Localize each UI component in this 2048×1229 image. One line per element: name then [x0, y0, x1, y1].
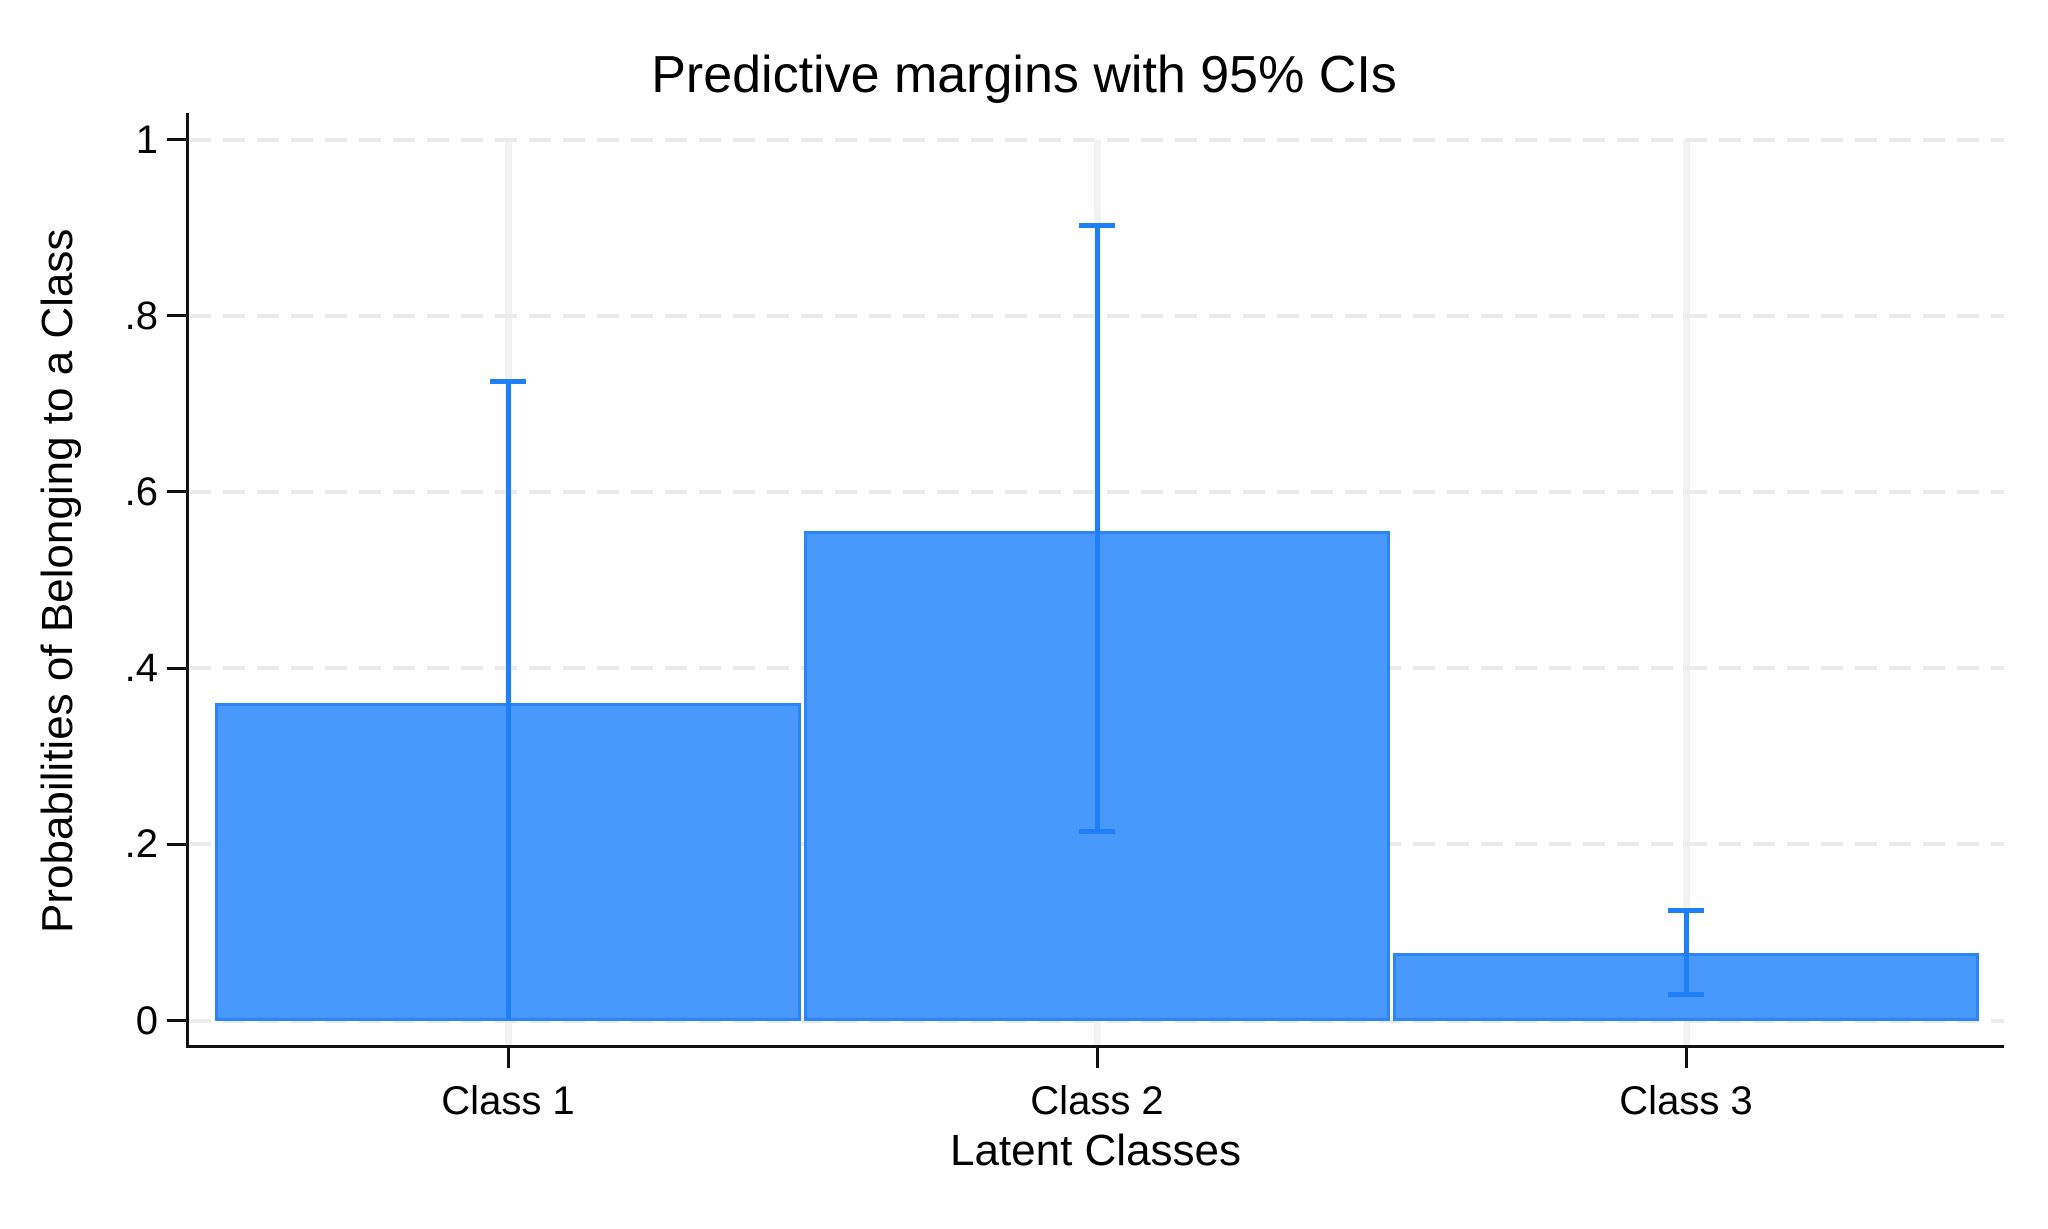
y-tick [167, 314, 186, 318]
x-axis-title: Latent Classes [949, 1126, 1242, 1175]
horizontal-gridline [189, 137, 2004, 142]
x-tick-label: Class 2 [1030, 1079, 1164, 1123]
y-tick [167, 138, 186, 141]
y-tick-label: .6 [124, 469, 158, 514]
x-tick [1095, 1048, 1099, 1068]
ci-lower-cap-3 [1668, 991, 1704, 997]
x-tick [506, 1048, 510, 1068]
chart-title: Predictive margins with 95% CIs [651, 46, 1397, 104]
y-tick [167, 490, 186, 494]
y-axis-line [186, 113, 189, 1048]
y-tick-label: .8 [124, 293, 158, 338]
ci-upper-cap-2 [1079, 223, 1115, 229]
y-tick-label: .2 [124, 822, 158, 867]
ci-upper-cap-1 [490, 379, 526, 385]
y-tick [167, 842, 186, 846]
ci-lower-cap-2 [1079, 829, 1115, 835]
x-axis-line [186, 1045, 2004, 1048]
y-tick-label: .4 [124, 646, 158, 691]
ci-line-3 [1683, 910, 1689, 995]
y-tick [167, 1019, 186, 1022]
ci-line-1 [505, 381, 511, 1021]
y-tick-label: 0 [135, 998, 158, 1043]
x-tick [1684, 1048, 1688, 1068]
vertical-gridline [1682, 139, 1690, 1045]
y-tick [167, 666, 186, 670]
x-tick-label: Class 1 [441, 1079, 575, 1123]
x-tick-label: Class 3 [1619, 1079, 1753, 1123]
ci-upper-cap-3 [1668, 907, 1704, 913]
ci-line-2 [1094, 225, 1100, 832]
y-tick-label: 1 [135, 117, 158, 162]
